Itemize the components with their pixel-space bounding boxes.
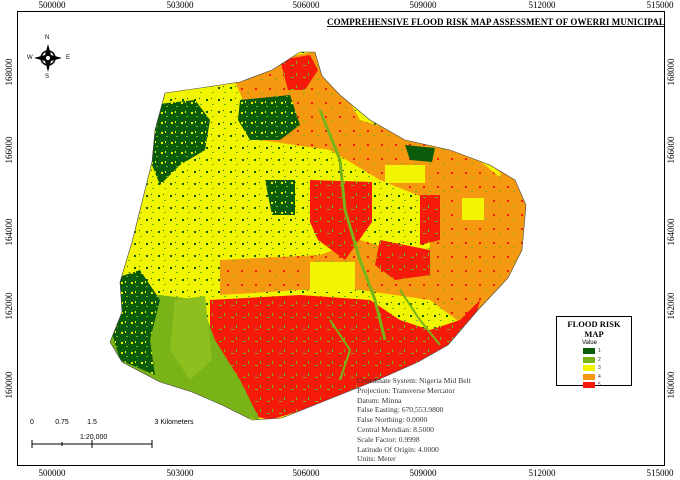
compass-e-label: E <box>66 55 71 61</box>
x-tick-bottom: 512000 <box>528 468 556 478</box>
projection-line: False Easting: 670,553.9800 <box>357 405 444 415</box>
x-tick-bottom: 509000 <box>409 468 437 478</box>
scale-label: 0 <box>30 419 34 426</box>
x-tick-bottom: 515000 <box>646 468 674 478</box>
x-tick-top: 515000 <box>646 0 674 10</box>
x-tick-bottom: 503000 <box>166 468 194 478</box>
x-tick-top: 512000 <box>528 0 556 10</box>
scale-label: 0.75 <box>55 419 69 426</box>
legend-label: 2 <box>598 356 601 363</box>
x-tick-top: 509000 <box>409 0 437 10</box>
x-tick-top: 500000 <box>38 0 66 10</box>
map-title: COMPREHENSIVE FLOOD RISK MAP ASSESSMENT … <box>327 17 666 27</box>
x-tick-top: 506000 <box>292 0 320 10</box>
legend-item: 5 <box>583 381 631 390</box>
legend: FLOOD RISK MAP Value 1 2 3 4 5 <box>556 316 632 389</box>
legend-item: 4 <box>583 373 631 382</box>
projection-line: Datum: Minna <box>357 395 402 405</box>
legend-item: 1 <box>583 347 631 356</box>
legend-label: 4 <box>598 373 601 380</box>
projection-line: Latitude Of Origin: 4.0000 <box>357 444 439 454</box>
projection-line: Coordinate System: Nigeria Mid Belt <box>357 376 471 385</box>
projection-line: Projection: Transverse Mercator <box>357 385 455 395</box>
scale-bar <box>31 440 153 448</box>
projection-info: Coordinate System: Nigeria Mid Belt Proj… <box>357 376 471 464</box>
legend-label: 1 <box>598 348 601 355</box>
legend-swatch <box>583 382 595 389</box>
scale-label: 1.5 <box>87 419 97 426</box>
projection-line: Scale Factor: 0.9998 <box>357 434 420 444</box>
legend-item: 3 <box>583 364 631 373</box>
scale-label: 3 Kilometers <box>154 419 194 426</box>
compass-n-label: N <box>45 35 50 41</box>
legend-swatch <box>583 373 595 380</box>
legend-label: 3 <box>598 365 601 372</box>
legend-swatch <box>583 356 595 363</box>
legend-subtitle: Value <box>582 340 597 346</box>
projection-line: Central Meridian: 8.5000 <box>357 424 434 434</box>
legend-title: FLOOD RISK MAP <box>567 319 621 339</box>
legend-label: 5 <box>598 382 601 389</box>
compass-w-label: W <box>27 55 33 61</box>
legend-item: 2 <box>583 356 631 365</box>
compass-s-label: S <box>45 74 50 80</box>
scale-ratio: 1:20,000 <box>80 434 108 441</box>
x-tick-top: 503000 <box>166 0 194 10</box>
legend-swatch <box>583 365 595 372</box>
projection-line: False Northing: 0.0000 <box>357 415 428 425</box>
legend-swatch <box>583 348 595 355</box>
projection-line: Units: Meter <box>357 454 396 464</box>
x-tick-bottom: 500000 <box>38 468 66 478</box>
x-tick-bottom: 506000 <box>292 468 320 478</box>
compass-rose-icon <box>34 44 62 72</box>
